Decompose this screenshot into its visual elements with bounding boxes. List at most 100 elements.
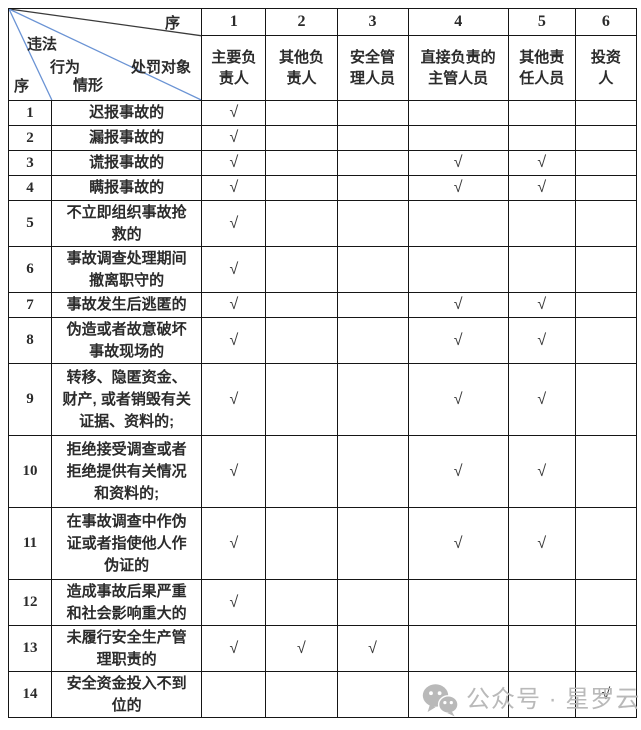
- violation-text: 漏报事故的: [51, 125, 203, 151]
- check-cell: √: [407, 292, 509, 318]
- check-cell: √: [201, 100, 267, 126]
- check-cell: [407, 579, 509, 626]
- row-number: 14: [7, 671, 53, 718]
- check-cell: [265, 507, 338, 580]
- table-row: 7 事故发生后逃匿的 √ √ √: [7, 292, 638, 318]
- check-cell: [407, 625, 509, 672]
- check-cell: [507, 671, 576, 718]
- check-cell: √: [507, 507, 576, 580]
- check-cell: √: [407, 317, 509, 364]
- check-cell: √: [407, 175, 509, 201]
- header-title-row: 主要负 责人 其他负 责人 安全管 理人员 直接负责的 主管人员 其他责 任人员…: [9, 35, 638, 101]
- check-cell: √: [265, 625, 338, 672]
- check-cell: [336, 200, 409, 247]
- check-cell: [574, 625, 638, 672]
- check-cell: √: [507, 292, 576, 318]
- check-cell: √: [201, 292, 267, 318]
- violation-text: 不立即组织事故抢 救的: [51, 200, 203, 247]
- check-cell: √: [201, 246, 267, 293]
- check-cell: √: [201, 363, 267, 436]
- check-cell: [574, 317, 638, 364]
- row-number: 3: [7, 150, 53, 176]
- check-cell: [265, 435, 338, 508]
- check-cell: [265, 317, 338, 364]
- violation-text: 迟报事故的: [51, 100, 203, 126]
- check-cell: [336, 150, 409, 176]
- check-cell: √: [201, 579, 267, 626]
- row-number: 2: [7, 125, 53, 151]
- check-cell: [336, 317, 409, 364]
- violation-text: 安全资金投入不到 位的: [51, 671, 203, 718]
- check-cell: √: [201, 507, 267, 580]
- table-row: 5 不立即组织事故抢 救的 √: [7, 200, 638, 247]
- check-cell: [507, 100, 576, 126]
- violation-penalty-table: 序 违法 行为 处罚对象 序 情形 1 2 3 4 5 6 主要负 责人 其他负…: [7, 8, 638, 718]
- col-header-number-4: 4: [407, 8, 509, 36]
- check-cell: √: [574, 671, 638, 718]
- table-row: 8 伪造或者故意破坏 事故现场的 √ √ √: [7, 317, 638, 364]
- check-cell: [265, 100, 338, 126]
- table-row: 1 迟报事故的 √: [7, 100, 638, 126]
- check-cell: [574, 435, 638, 508]
- check-cell: √: [407, 363, 509, 436]
- col-header-title-4: 直接负责的 主管人员: [407, 35, 509, 101]
- row-number: 7: [7, 292, 53, 318]
- check-cell: [265, 175, 338, 201]
- corner-seq-row-label: 序: [14, 78, 30, 95]
- check-cell: [574, 175, 638, 201]
- violation-text: 瞒报事故的: [51, 175, 203, 201]
- corner-violation-label-1: 违法: [27, 36, 58, 53]
- check-cell: [201, 671, 267, 718]
- violation-text: 事故调查处理期间 撤离职守的: [51, 246, 203, 293]
- col-header-number-5: 5: [507, 8, 576, 36]
- violation-text: 事故发生后逃匿的: [51, 292, 203, 318]
- check-cell: [507, 625, 576, 672]
- table-row: 3 谎报事故的 √ √ √: [7, 150, 638, 176]
- table-row: 4 瞒报事故的 √ √ √: [7, 175, 638, 201]
- table-row: 10 拒绝接受调查或者 拒绝提供有关情况 和资料的; √ √ √: [7, 435, 638, 508]
- check-cell: [265, 292, 338, 318]
- row-number: 5: [7, 200, 53, 247]
- table-row: 9 转移、隐匿资金、 财产, 或者销毁有关 证据、资料的; √ √ √: [7, 363, 638, 436]
- check-cell: [407, 100, 509, 126]
- check-cell: [407, 671, 509, 718]
- violation-text: 伪造或者故意破坏 事故现场的: [51, 317, 203, 364]
- row-number: 12: [7, 579, 53, 626]
- check-cell: √: [507, 363, 576, 436]
- check-cell: [574, 363, 638, 436]
- check-cell: [336, 363, 409, 436]
- check-cell: √: [201, 125, 267, 151]
- check-cell: √: [507, 150, 576, 176]
- violation-text: 拒绝接受调查或者 拒绝提供有关情况 和资料的;: [51, 435, 203, 508]
- violation-text: 谎报事故的: [51, 150, 203, 176]
- check-cell: [336, 507, 409, 580]
- check-cell: √: [507, 317, 576, 364]
- row-number: 4: [7, 175, 53, 201]
- col-header-title-2: 其他负 责人: [265, 35, 338, 101]
- violation-text: 未履行安全生产管 理职责的: [51, 625, 203, 672]
- row-number: 8: [7, 317, 53, 364]
- check-cell: [265, 125, 338, 151]
- check-cell: [507, 200, 576, 247]
- check-cell: [265, 246, 338, 293]
- check-cell: [336, 125, 409, 151]
- row-number: 6: [7, 246, 53, 293]
- check-cell: [574, 125, 638, 151]
- table-row: 2 漏报事故的 √: [7, 125, 638, 151]
- check-cell: [265, 363, 338, 436]
- check-cell: [574, 100, 638, 126]
- check-cell: [407, 200, 509, 247]
- corner-seq-column-label: 序: [165, 15, 181, 32]
- violation-text: 转移、隐匿资金、 财产, 或者销毁有关 证据、资料的;: [51, 363, 203, 436]
- check-cell: [336, 100, 409, 126]
- table-row: 6 事故调查处理期间 撤离职守的 √: [7, 246, 638, 293]
- check-cell: [407, 246, 509, 293]
- check-cell: √: [407, 507, 509, 580]
- col-header-title-1: 主要负 责人: [201, 35, 267, 101]
- corner-violation-label-2: 行为: [50, 59, 81, 76]
- check-cell: [574, 150, 638, 176]
- check-cell: [574, 292, 638, 318]
- check-cell: [336, 292, 409, 318]
- check-cell: [265, 150, 338, 176]
- col-header-number-6: 6: [574, 8, 638, 36]
